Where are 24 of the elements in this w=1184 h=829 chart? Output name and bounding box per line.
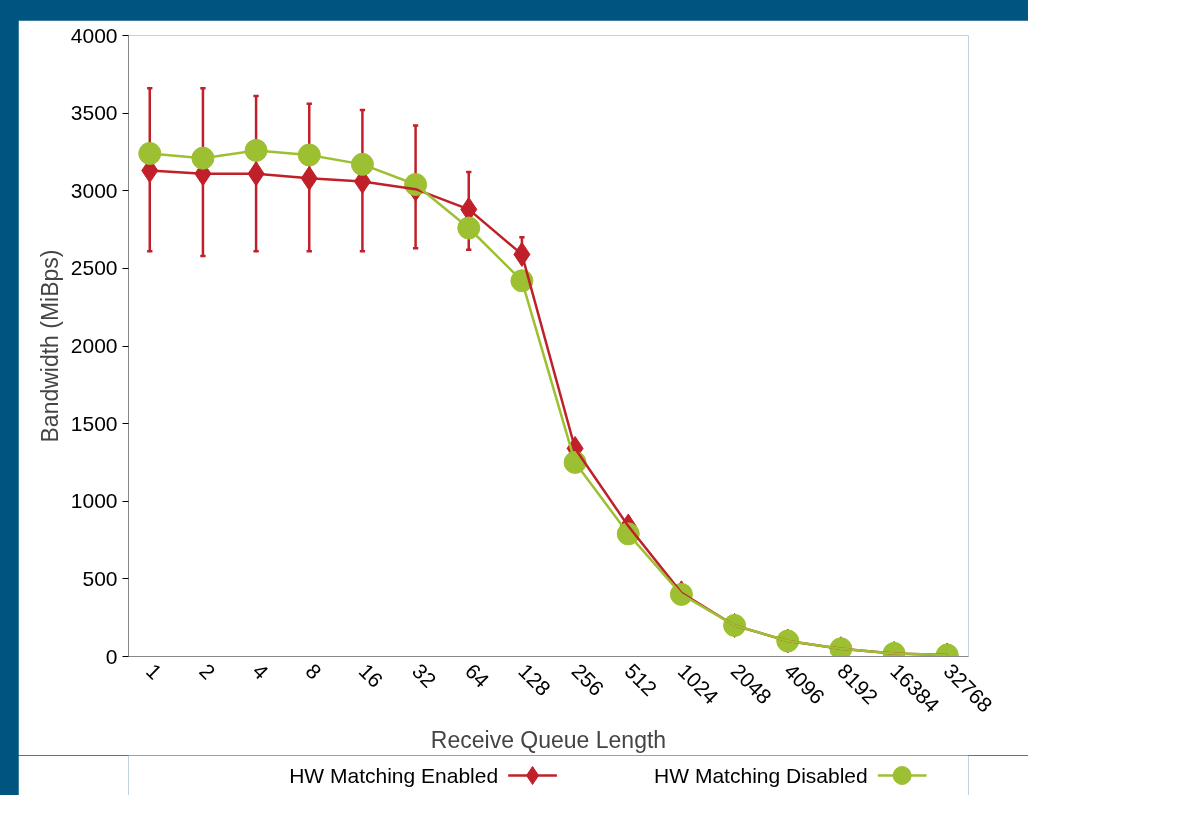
y-axis-title: Bandwidth (MiBps) xyxy=(36,249,63,443)
y-tick-label: 500 xyxy=(82,566,118,590)
x-tick-label: 32 xyxy=(407,659,441,692)
legend-label: HW Matching Enabled xyxy=(289,764,499,787)
y-tick-label: 0 xyxy=(105,644,118,668)
y-tick-label: 4000 xyxy=(70,23,118,47)
x-tick-label: 256 xyxy=(567,659,609,701)
legend-label: HW Matching Disabled xyxy=(654,764,868,787)
x-tick-label: 512 xyxy=(620,659,662,701)
x-tick-label: 1 xyxy=(141,659,167,684)
y-tick-label: 2500 xyxy=(70,256,118,280)
point xyxy=(138,142,162,165)
x-tick-label: 2 xyxy=(195,659,220,684)
y-tick-label: 1500 xyxy=(70,411,118,435)
y-tick-label: 3000 xyxy=(70,178,118,202)
x-tick-label: 4 xyxy=(248,659,274,684)
y-tick-label: 2000 xyxy=(70,334,118,357)
y-tick-label: 3500 xyxy=(70,101,118,125)
y-tick-label: 1000 xyxy=(70,489,118,513)
x-tick-label: 16 xyxy=(354,659,388,692)
x-tick-label: 8 xyxy=(301,659,327,684)
x-tick-label: 128 xyxy=(514,659,556,701)
x-tick-label: 64 xyxy=(460,659,494,693)
x-axis-title: Receive Queue Length xyxy=(430,726,667,753)
